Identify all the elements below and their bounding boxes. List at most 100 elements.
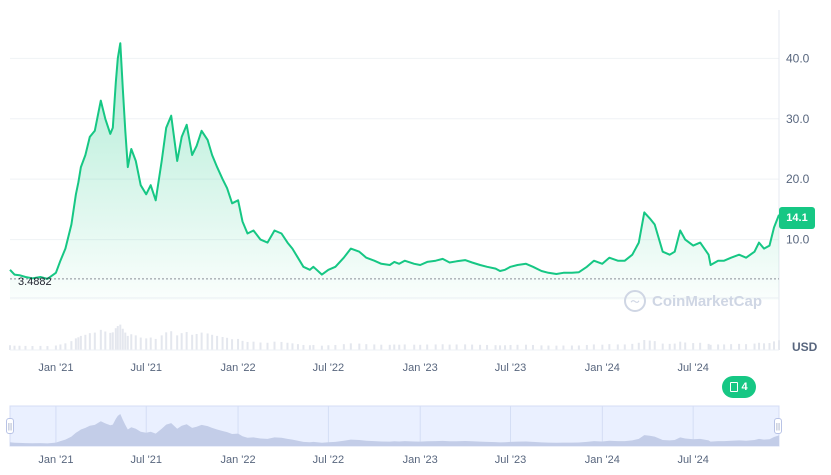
- volume-bar: [246, 341, 249, 350]
- volume-bar: [709, 344, 712, 350]
- volume-bar: [673, 343, 676, 350]
- volume-bar: [273, 341, 276, 350]
- volume-bar: [531, 344, 534, 350]
- volume-bar: [342, 344, 345, 350]
- volume-bar: [334, 344, 337, 350]
- volume-bar: [398, 344, 401, 350]
- volume-bar: [358, 343, 361, 350]
- volume-bar: [59, 344, 62, 350]
- volume-bar: [266, 342, 269, 350]
- volume-bar: [773, 341, 776, 350]
- volume-bar: [39, 345, 42, 350]
- volume-bar: [176, 335, 179, 350]
- volume-bar: [119, 324, 122, 350]
- coinmarketcap-watermark: 〜 CoinMarketCap: [624, 290, 762, 312]
- volume-bar: [18, 345, 21, 350]
- volume-bar: [114, 328, 117, 350]
- navigator-right-handle[interactable]: ||: [774, 418, 782, 434]
- news-badge[interactable]: 4: [722, 376, 756, 398]
- volume-bar: [648, 340, 651, 350]
- volume-bar: [763, 343, 766, 350]
- volume-bar: [730, 344, 733, 350]
- navigator-tick-label: Jul '24: [677, 454, 708, 466]
- volume-bar: [280, 341, 283, 350]
- volume-bar: [601, 344, 604, 350]
- volume-bar: [296, 344, 299, 350]
- x-axis-ticks: Jan '21 Jul '21 Jan '22 Jul '22 Jan '23 Jul '…: [38, 362, 709, 374]
- x-tick-label: Jan '24: [585, 362, 620, 374]
- volume-bar: [592, 344, 595, 350]
- navigator-x-ticks: Jan '21 Jul '21 Jan '22 Jul '22 Jan '23 Jul '…: [38, 454, 709, 466]
- volume-bar: [116, 326, 119, 350]
- volume-bar: [577, 345, 580, 350]
- volume-bar: [668, 343, 671, 350]
- volume-bar: [419, 344, 422, 350]
- volume-bar: [170, 331, 173, 350]
- y-tick-label: 30.0: [786, 112, 810, 126]
- volume-bars: [9, 324, 780, 350]
- volume-bar: [320, 345, 323, 350]
- volume-bar: [653, 341, 656, 350]
- navigator-left-handle[interactable]: ||: [6, 418, 14, 434]
- volume-bar: [524, 344, 527, 350]
- volume-bar: [24, 345, 27, 350]
- volume-bar: [547, 345, 550, 350]
- volume-bar: [499, 345, 502, 350]
- volume-bar: [241, 340, 244, 350]
- volume-bar: [738, 343, 741, 350]
- volume-bar: [441, 344, 444, 350]
- x-tick-label: Jan '23: [403, 362, 438, 374]
- volume-bar: [585, 344, 588, 350]
- x-tick-label: Jul '22: [313, 362, 344, 374]
- volume-bar: [252, 341, 255, 350]
- volume-bar: [413, 344, 416, 350]
- volume-bar: [64, 343, 67, 350]
- volume-bar: [195, 333, 198, 350]
- volume-bar: [99, 329, 102, 350]
- volume-bar: [448, 344, 451, 350]
- price-line: [9, 42, 780, 280]
- volume-bar: [717, 344, 720, 350]
- x-tick-label: Jul '23: [495, 362, 526, 374]
- volume-bar: [373, 344, 376, 350]
- navigator-tick-label: Jan '22: [220, 454, 255, 466]
- volume-bar: [111, 332, 114, 350]
- volume-bar: [516, 344, 519, 350]
- volume-bar: [54, 345, 57, 350]
- volume-bar: [109, 332, 112, 350]
- volume-bar: [753, 343, 756, 350]
- volume-bar: [221, 337, 224, 350]
- volume-bar: [216, 335, 219, 350]
- volume-bar: [84, 334, 87, 350]
- volume-bar: [9, 345, 11, 350]
- volume-bar: [504, 345, 507, 350]
- y-tick-label: 10.0: [786, 233, 810, 247]
- volume-bar: [327, 345, 330, 350]
- navigator-grid: [55, 406, 694, 446]
- volume-bar: [608, 344, 611, 350]
- volume-bar: [631, 343, 634, 350]
- volume-bar: [165, 332, 168, 350]
- volume-bar: [426, 344, 429, 350]
- volume-bar: [570, 345, 573, 350]
- volume-bar: [562, 345, 565, 350]
- document-icon: [730, 382, 739, 392]
- volume-bar: [130, 334, 133, 350]
- volume-bar: [149, 337, 152, 350]
- volume-bar: [79, 335, 82, 350]
- y-axis-ticks: 10.0 20.0 30.0 40.0: [786, 51, 810, 246]
- volume-bar: [745, 344, 748, 350]
- navigator-tick-label: Jan '24: [585, 454, 620, 466]
- volume-bar: [185, 332, 188, 350]
- volume-bar: [74, 338, 77, 350]
- volume-bar: [226, 337, 229, 350]
- volume-bar: [104, 331, 107, 350]
- volume-bar: [434, 344, 437, 350]
- volume-bar: [259, 342, 262, 350]
- volume-bar: [124, 332, 127, 350]
- volume-bar: [723, 344, 726, 350]
- watermark-text: CoinMarketCap: [652, 292, 763, 310]
- volume-bar: [616, 344, 619, 350]
- navigator-area: [10, 414, 779, 446]
- volume-bar: [126, 335, 129, 350]
